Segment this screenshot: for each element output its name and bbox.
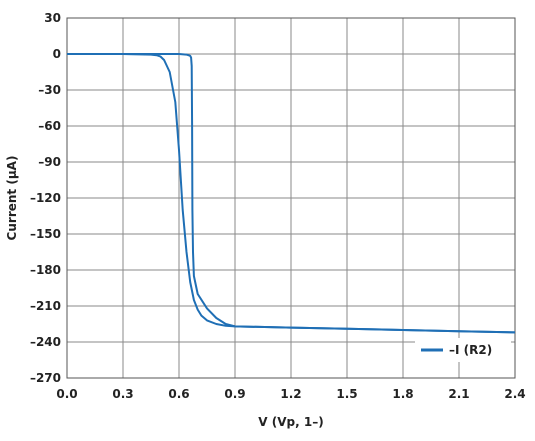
- y-tick-label: –120: [30, 191, 61, 205]
- plot-frame: [66, 17, 516, 379]
- x-axis-title: V (Vp, 1–): [258, 415, 323, 429]
- x-tick-labels: 0.0 0.3 0.6 0.9 1.2 1.5 1.8 2.1 2.4: [56, 387, 525, 401]
- x-tick-label: 0.9: [224, 387, 245, 401]
- y-tick-label: –150: [30, 227, 61, 241]
- x-tick-label: 1.5: [336, 387, 357, 401]
- y-tick-label: 30: [44, 11, 61, 25]
- legend-label: –I (R2): [449, 343, 492, 357]
- y-tick-label: –180: [30, 263, 61, 277]
- x-tick-label: 2.4: [504, 387, 525, 401]
- series-lines: [67, 53, 516, 334]
- y-axis-title: Current (µA): [5, 156, 19, 241]
- x-tick-label: 2.1: [448, 387, 469, 401]
- x-tick-label: 0.3: [112, 387, 133, 401]
- y-tick-label: –60: [38, 119, 61, 133]
- x-tick-label: 0.6: [168, 387, 189, 401]
- grid: [67, 18, 515, 378]
- series-line-0-1: [67, 53, 516, 334]
- y-tick-label: –210: [30, 299, 61, 313]
- y-tick-label: –90: [38, 155, 61, 169]
- y-tick-label: 0: [53, 47, 61, 61]
- y-tick-label: –270: [30, 371, 61, 385]
- x-tick-label: 1.2: [280, 387, 301, 401]
- x-tick-label: 0.0: [56, 387, 77, 401]
- legend: –I (R2): [415, 338, 511, 362]
- y-tick-labels: 30 0 –30 –60 –90 –120 –150 –180 –210 –240 –270: [30, 11, 61, 385]
- y-tick-label: –30: [38, 83, 61, 97]
- x-tick-label: 1.8: [392, 387, 413, 401]
- y-tick-label: –240: [30, 335, 61, 349]
